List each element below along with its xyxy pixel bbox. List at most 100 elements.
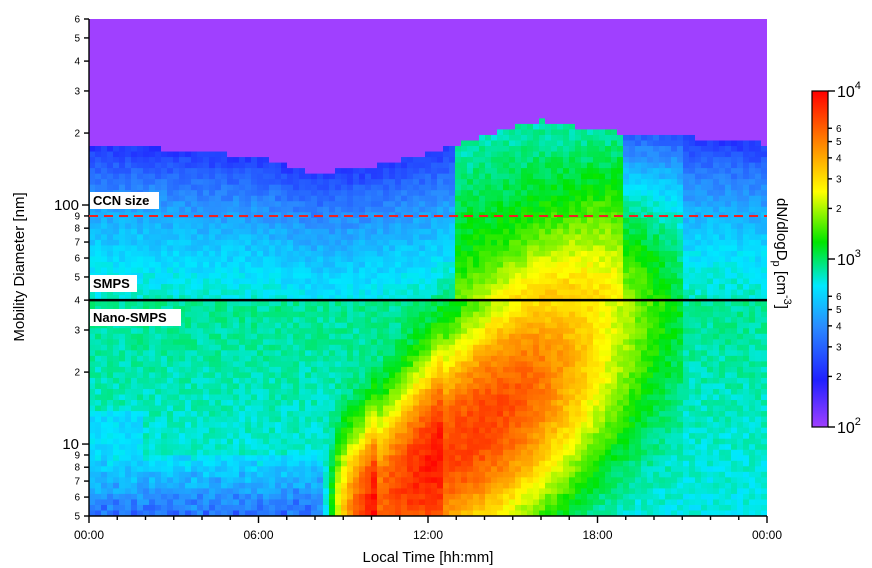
heatmap-cell [113,422,120,429]
heatmap-cell [95,162,102,169]
heatmap-cell [137,101,144,108]
heatmap-cell [239,52,246,59]
heatmap-cell [407,411,414,418]
heatmap-cell [209,493,216,501]
heatmap-cell [335,217,342,224]
heatmap-cell [311,510,318,516]
heatmap-cell [371,223,378,230]
heatmap-cell [377,405,384,412]
heatmap-cell [383,317,390,324]
heatmap-cell [275,400,282,407]
heatmap-cell [347,24,354,31]
heatmap-cell [227,433,234,440]
heatmap-cell [209,488,216,495]
heatmap-cell [383,377,390,385]
heatmap-cell [401,74,408,81]
heatmap-cell [353,19,360,26]
heatmap-cell [179,68,186,75]
heatmap-cell [89,228,96,235]
heatmap-cell [311,471,318,478]
heatmap-cell [317,52,324,59]
heatmap-cell [299,328,306,335]
heatmap-cell [245,333,252,340]
heatmap-cell [335,355,342,362]
heatmap-cell [341,107,348,114]
heatmap-cell [95,372,102,379]
heatmap-cell [131,405,138,412]
heatmap-cell [191,96,198,103]
heatmap-cell [347,422,354,429]
heatmap-cell [191,388,198,396]
heatmap-cell [317,63,324,70]
heatmap-cell [371,300,378,307]
heatmap-cell [227,217,234,224]
heatmap-cell [89,350,96,357]
heatmap-cell [185,101,192,108]
heatmap-cell [413,85,420,92]
heatmap-cell [269,140,276,147]
heatmap-cell [107,79,114,86]
heatmap-cell [323,74,330,81]
heatmap-cell [335,273,342,280]
heatmap-cell [371,201,378,208]
heatmap-cell [191,245,198,252]
heatmap-cell [353,101,360,108]
heatmap-cell [377,146,384,153]
heatmap-cell [89,129,96,136]
heatmap-cell [287,162,294,169]
heatmap-cell [389,195,396,202]
heatmap-cell [89,134,96,142]
heatmap-cell [257,24,264,31]
heatmap-cell [179,79,186,86]
heatmap-cell [119,129,126,136]
heatmap-cell [305,256,312,263]
heatmap-cell [407,361,414,368]
heatmap-cell [365,212,372,219]
heatmap-cell [347,328,354,335]
heatmap-cell [323,162,330,169]
heatmap-cell [173,85,180,92]
heatmap-cell [251,101,258,108]
heatmap-cell [101,427,108,434]
heatmap-cell [113,339,120,346]
heatmap-cell [311,157,318,164]
heatmap-cell [371,74,378,81]
heatmap-cell [389,339,396,346]
heatmap-cell [389,477,396,484]
heatmap-cell [365,157,372,164]
heatmap-cell [209,52,216,59]
heatmap-cell [317,317,324,324]
heatmap-cell [131,239,138,247]
heatmap-cell [245,493,252,501]
heatmap-cell [125,30,132,37]
heatmap-cell [359,234,366,241]
heatmap-cell [185,261,192,269]
heatmap-cell [173,140,180,147]
heatmap-cell [311,339,318,346]
heatmap-cell [323,273,330,280]
heatmap-cell [125,372,132,379]
heatmap-cell [395,400,402,407]
heatmap-cell [173,195,180,202]
heatmap-cell [245,394,252,401]
heatmap-cell [137,372,144,379]
heatmap-cell [407,322,414,329]
heatmap-cell [311,328,318,335]
heatmap-cell [329,322,336,329]
heatmap-cell [305,195,312,202]
heatmap-cell [317,151,324,158]
heatmap-cell [113,416,120,423]
heatmap-cell [161,168,168,175]
heatmap-cell [293,427,300,434]
heatmap-cell [113,68,120,75]
heatmap-cell [275,118,282,125]
heatmap-cell [287,455,294,462]
heatmap-cell [293,366,300,374]
heatmap-cell [323,118,330,125]
heatmap-cell [233,460,240,467]
heatmap-cell [365,372,372,379]
heatmap-cell [101,377,108,385]
heatmap-cell [359,19,366,26]
heatmap-cell [221,146,228,153]
heatmap-cell [317,322,324,329]
